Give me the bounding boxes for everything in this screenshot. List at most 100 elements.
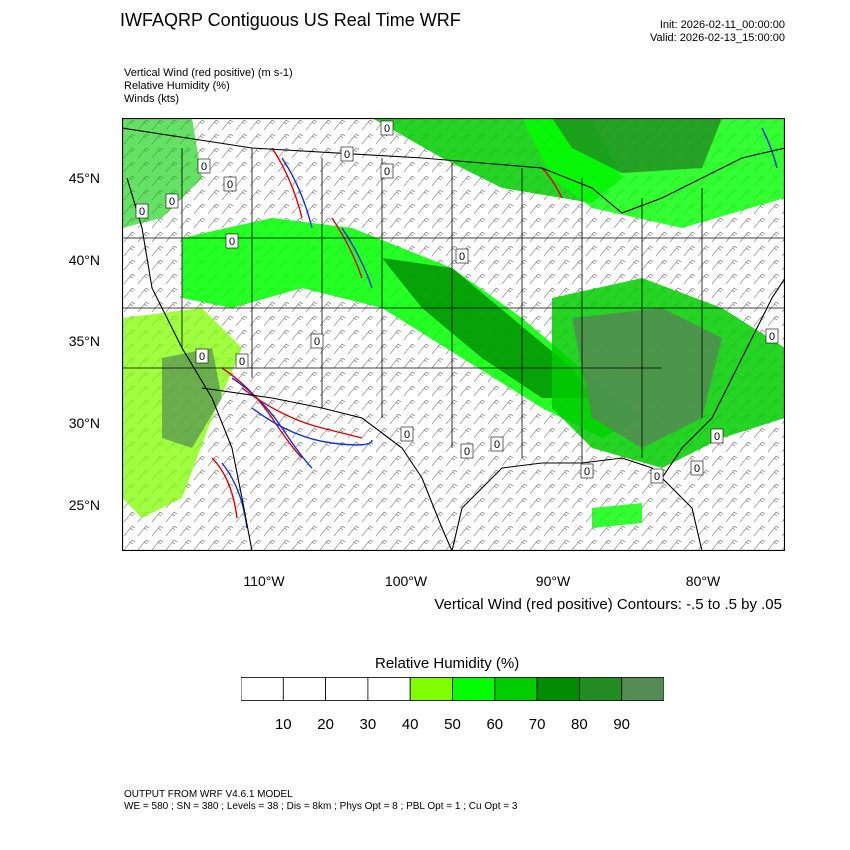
- rh-band-southeast-core: [572, 308, 722, 448]
- colorbar-swatch: [409, 677, 453, 701]
- contour-label: 0: [694, 463, 700, 475]
- contour-label-box: [340, 146, 354, 162]
- contour-label: 0: [384, 166, 390, 178]
- contour-label: 0: [169, 196, 175, 208]
- colorbar-swatch: [241, 677, 284, 701]
- model-config-footer: WE = 580 ; SN = 380 ; Levels = 38 ; Dis …: [124, 801, 518, 812]
- init-time: Init: 2026-02-11_00:00:00: [659, 19, 785, 31]
- coastline-gulf: [451, 457, 703, 551]
- contour-label-box: [165, 193, 179, 209]
- downdraft-contour: [231, 377, 313, 469]
- contour-label-box: [690, 460, 704, 476]
- contour-label-box: [765, 328, 779, 344]
- contour-label: 0: [344, 149, 350, 161]
- map-panel: 0 0 0 0 0 0 0 0 0 0 0 0 0 0 0 0 0 0 0 0: [122, 118, 785, 551]
- colorbar: [241, 677, 664, 701]
- contour-label: 0: [714, 431, 720, 443]
- contour-label-box: [380, 120, 394, 136]
- contour-label-box: [223, 176, 237, 192]
- country-border-mexico: [201, 387, 453, 551]
- downdraft-contour: [341, 227, 373, 289]
- contour-label-box: [490, 436, 504, 452]
- rh-band-gulf: [592, 503, 642, 528]
- field-winds: Winds (kts): [124, 93, 179, 105]
- contour-label-box: [310, 333, 324, 349]
- country-border-canada: [122, 127, 785, 214]
- colorbar-swatch: [367, 677, 411, 701]
- colorbar-tick-label: 30: [359, 716, 377, 733]
- lat-label-40n: 40°N: [68, 252, 100, 268]
- field-relative-humidity: Relative Humidity (%): [124, 80, 230, 92]
- rh-band-central: [382, 258, 592, 398]
- lat-label-30n: 30°N: [68, 415, 100, 431]
- lat-label-25n: 25°N: [68, 497, 100, 513]
- contour-label: 0: [239, 356, 245, 368]
- contour-label-box: [380, 163, 394, 179]
- updraft-contour: [331, 217, 363, 279]
- relative-humidity-shading: [122, 118, 785, 528]
- contour-label: 0: [769, 331, 775, 343]
- contour-label-box: [580, 463, 594, 479]
- contour-label-box: [235, 353, 249, 369]
- updraft-contour: [211, 457, 238, 519]
- downdraft-contour: [281, 157, 313, 229]
- contour-label-box: [460, 443, 474, 459]
- state-lines: [122, 148, 785, 463]
- contour-label: 0: [227, 179, 233, 191]
- rh-band-southwest-core: [162, 348, 222, 448]
- contour-label-box: [455, 248, 469, 264]
- updraft-contour: [221, 367, 303, 459]
- contour-label: 0: [654, 471, 660, 483]
- colorbar-tick-label: 50: [444, 716, 461, 733]
- contour-label-box: [135, 203, 149, 219]
- model-footer: OUTPUT FROM WRF V4.6.1 MODEL: [124, 789, 293, 800]
- colorbar-tick-label: 40: [401, 716, 419, 733]
- downdraft-contour: [251, 407, 373, 446]
- rh-band-pacific-nw: [122, 118, 202, 228]
- valid-time: Valid: 2026-02-13_15:00:00: [650, 32, 785, 44]
- contour-label-box: [195, 348, 209, 364]
- field-vertical-wind: Vertical Wind (red positive) (m s-1): [124, 67, 293, 79]
- colorbar-swatch: [578, 677, 623, 701]
- contour-label-box: [400, 426, 414, 442]
- colorbar-tick-label: 10: [274, 716, 292, 733]
- colorbar-tick-label: 80: [571, 716, 588, 733]
- contour-label-box: [650, 468, 664, 484]
- contour-label: 0: [314, 336, 320, 348]
- colorbar-swatch: [452, 677, 496, 701]
- colorbar-swatch: [494, 677, 538, 701]
- contour-label: 0: [459, 251, 465, 263]
- contour-label-box: [197, 158, 211, 174]
- contour-label: 0: [584, 466, 590, 478]
- coastline-east: [661, 277, 785, 479]
- colorbar-tick-label: 90: [613, 716, 631, 733]
- updraft-contour: [271, 147, 303, 219]
- lat-label-35n: 35°N: [68, 333, 100, 349]
- political-boundaries: [122, 127, 785, 551]
- lon-label-100w: 100°W: [384, 573, 428, 589]
- contour-description: Vertical Wind (red positive) Contours: -…: [434, 596, 782, 613]
- lon-label-90w: 90°W: [535, 573, 571, 589]
- contour-label: 0: [139, 206, 145, 218]
- rh-band-great-lakes-core: [552, 118, 722, 173]
- colorbar-swatch: [325, 677, 369, 701]
- contour-label: 0: [199, 351, 205, 363]
- colorbar-swatch: [282, 677, 326, 701]
- colorbar-tick-label: 60: [486, 716, 504, 733]
- contour-label-box: [710, 428, 724, 444]
- colorbar-swatch: [536, 677, 580, 701]
- contour-label: 0: [229, 236, 235, 248]
- colorbar-tick-label: 70: [528, 716, 546, 733]
- contour-label-box: [225, 233, 239, 249]
- updraft-contour: [541, 167, 563, 199]
- contour-label: 0: [404, 429, 410, 441]
- contour-label: 0: [464, 446, 470, 458]
- lon-label-110w: 110°W: [243, 573, 285, 589]
- lat-label-45n: 45°N: [68, 170, 100, 186]
- contour-zero-labels: 0 0 0 0 0 0 0 0 0 0 0 0 0 0 0 0 0 0 0 0: [135, 120, 779, 484]
- downdraft-contour: [761, 127, 778, 169]
- contour-label: 0: [201, 161, 207, 173]
- contour-label: 0: [494, 439, 500, 451]
- colorbar-tick-label: 20: [317, 716, 334, 733]
- chart-title: IWFAQRP Contiguous US Real Time WRF: [120, 10, 461, 30]
